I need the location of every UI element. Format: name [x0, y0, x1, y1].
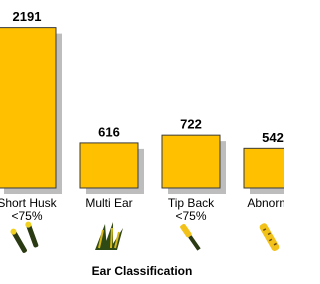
icon-short-husk: [10, 221, 39, 253]
value-label: 2191: [13, 9, 42, 24]
value-label: 542: [262, 130, 284, 145]
value-label: 722: [180, 117, 202, 132]
value-label: 616: [98, 124, 120, 139]
bar: [0, 27, 57, 189]
x-tick-label: Tip Back: [168, 196, 215, 210]
x-tick-label: <75%: [175, 209, 206, 223]
icon-tip-back: [180, 223, 201, 251]
x-tick-label: Short Husk: [0, 196, 58, 210]
bar: [243, 147, 284, 189]
x-axis-title: Ear Classification: [92, 264, 193, 278]
x-tick-label: <75%: [11, 209, 42, 223]
x-tick-label: Multi Ear: [85, 196, 132, 210]
bar: [161, 134, 221, 189]
bar: [79, 142, 139, 189]
icon-multi-ear: [95, 222, 123, 250]
icon-abnormal: [259, 223, 280, 252]
x-tick-label: Abnormal: [247, 196, 284, 210]
